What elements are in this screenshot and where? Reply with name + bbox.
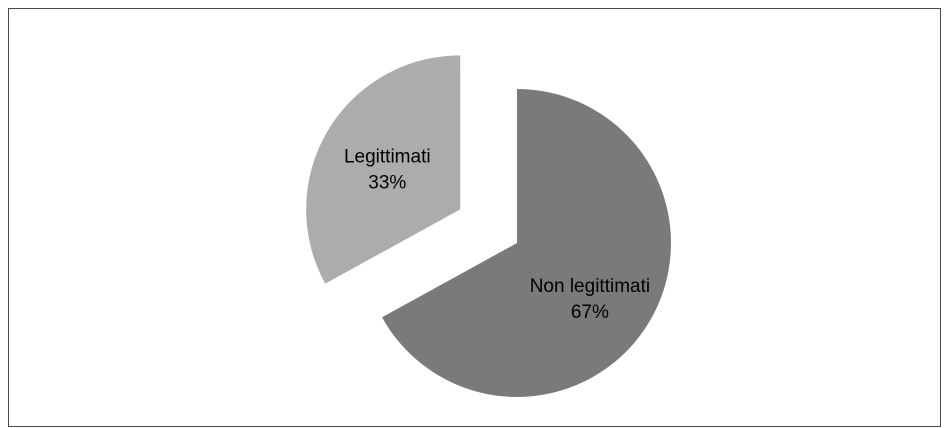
slice-label-name: Legittimati (344, 146, 431, 167)
pie-slice-non-legittimati (382, 89, 672, 397)
slice-label-name: Non legittimati (530, 276, 650, 297)
pie-slices (306, 55, 672, 397)
pie-slice-legittimati (306, 55, 461, 284)
slice-label-percent: 33% (368, 172, 406, 193)
slice-label-percent: 67% (571, 302, 609, 323)
pie-labels: Non legittimati 67% Legittimati 33% (344, 146, 650, 323)
